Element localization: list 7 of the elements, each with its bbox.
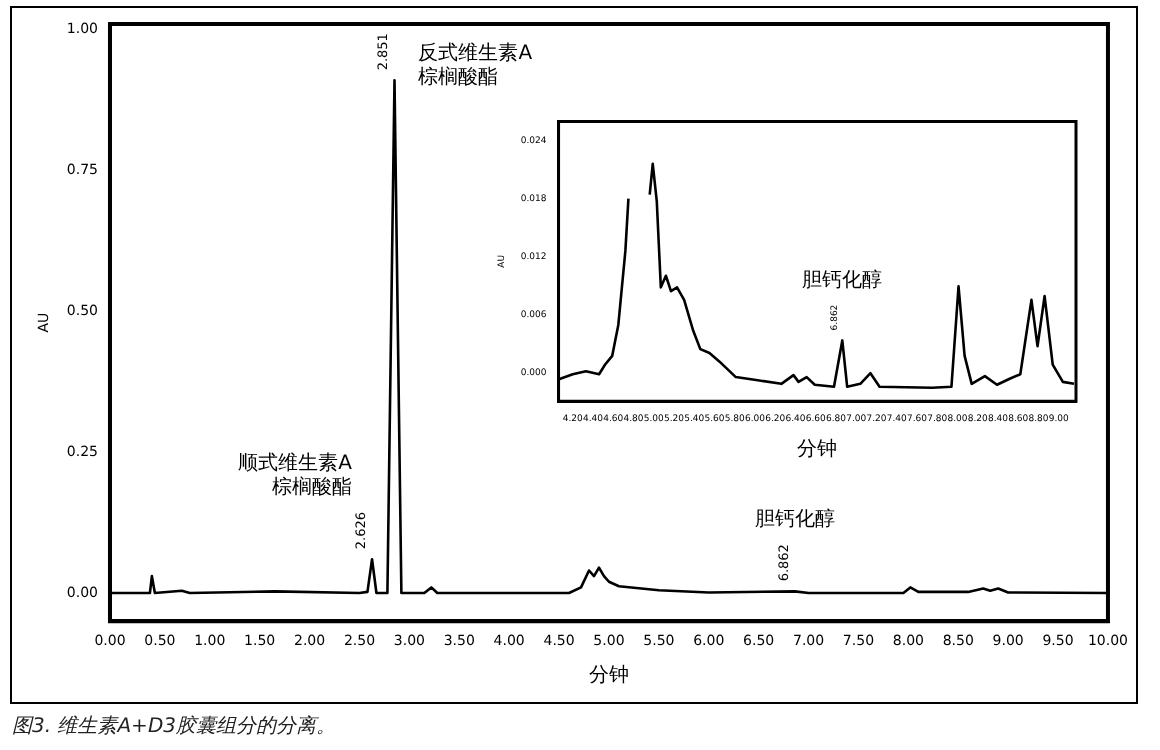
caption: 图3. 维生素A+D3胶囊组分的分离。 <box>12 713 337 740</box>
x-axis-title: 分钟 <box>797 437 838 462</box>
annotation: 胆钙化醇 <box>754 507 835 532</box>
annotation: 胆钙化醇 <box>802 267 883 292</box>
x-axis-title: 分钟 <box>588 663 629 688</box>
annotation: 顺式维生素A 棕榈酸酯 <box>238 451 353 500</box>
annotation: 反式维生素A 棕榈酸酯 <box>418 41 533 90</box>
